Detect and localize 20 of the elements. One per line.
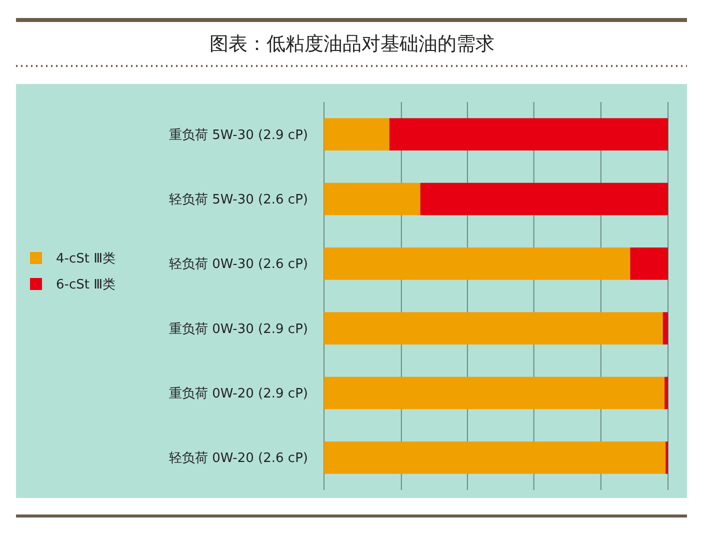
y-tick-label: 轻负荷 0W-20 (2.6 cP) [168, 451, 308, 466]
y-tick-label: 重负荷 5W-30 (2.9 cP) [168, 128, 308, 143]
bar [324, 442, 666, 474]
bar [420, 182, 668, 216]
bar [664, 376, 668, 410]
legend-label: 4-cSt Ⅲ类 [56, 252, 116, 267]
bar [324, 248, 630, 280]
y-tick-label: 重负荷 0W-30 (2.9 cP) [168, 322, 308, 337]
chart-title: 图表：低粘度油品对基础油的需求 [210, 33, 494, 55]
y-tick-label: 轻负荷 5W-30 (2.6 cP) [168, 192, 308, 208]
bar [324, 312, 663, 344]
bar [389, 118, 668, 150]
bar [630, 248, 668, 280]
legend-label: 6-cSt Ⅲ类 [56, 278, 116, 293]
y-tick-label: 重负荷 0W-20 (2.9 cP) [168, 386, 308, 402]
bar [324, 118, 390, 150]
bar [324, 182, 420, 216]
y-tick-label: 轻负荷 0W-30 (2.6 cP) [168, 257, 308, 272]
bar [324, 376, 665, 410]
bar [662, 312, 668, 344]
